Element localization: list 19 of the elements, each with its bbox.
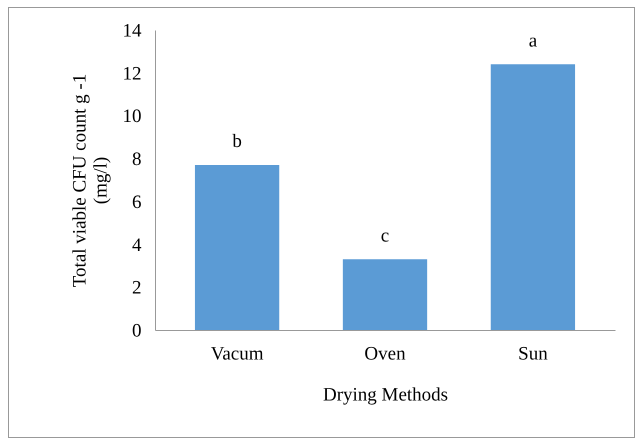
x-tick-label: Oven bbox=[364, 344, 406, 364]
y-tick-label: 12 bbox=[122, 63, 142, 84]
y-tick-label: 14 bbox=[122, 20, 142, 42]
bar bbox=[194, 165, 280, 330]
y-tick-label: 4 bbox=[132, 234, 142, 256]
x-tick-label: Sun bbox=[518, 344, 548, 364]
y-tick-label: 2 bbox=[132, 278, 142, 299]
y-axis-title: Total viable CFU count g -1 (mg/l) bbox=[70, 74, 112, 288]
y-tick-label: 6 bbox=[132, 192, 142, 213]
y-tick-label: 0 bbox=[132, 320, 142, 342]
annotation: b bbox=[232, 131, 242, 152]
x-axis-title: Drying Methods bbox=[322, 384, 448, 406]
bar bbox=[490, 64, 576, 330]
y-tick-label: 10 bbox=[122, 106, 142, 128]
annotation: a bbox=[528, 30, 538, 52]
bar bbox=[342, 259, 428, 330]
x-tick-label: Vacum bbox=[210, 344, 264, 364]
y-tick-label: 8 bbox=[132, 149, 142, 170]
annotation: c bbox=[380, 225, 390, 246]
